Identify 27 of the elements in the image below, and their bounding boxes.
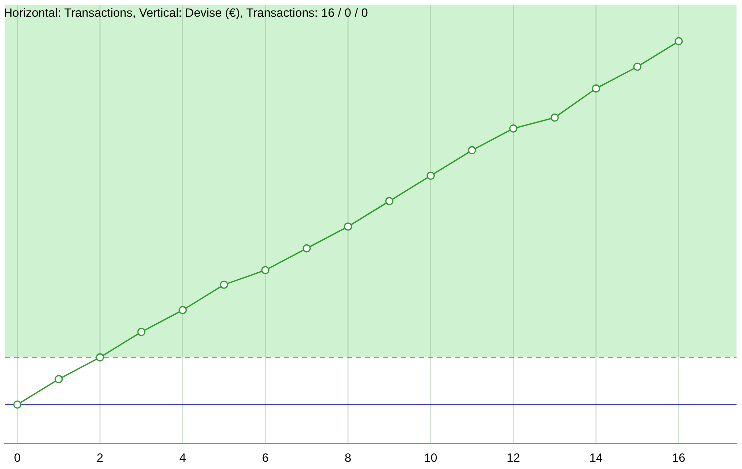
point: [510, 124, 518, 133]
point: [178, 306, 188, 314]
x-tick-label: 14: [590, 451, 604, 466]
chart-title: Horizontal: Transactions, Vertical: Devise (€), Transactions: 16 / 0 / 0: [4, 6, 368, 20]
point: [550, 114, 560, 122]
point: [14, 400, 22, 409]
point: [54, 375, 64, 384]
point: [674, 37, 684, 46]
x-tick-label: 0: [14, 451, 22, 466]
x-tick-label: 6: [262, 451, 270, 466]
point: [634, 62, 642, 72]
point: [138, 328, 146, 336]
x-tick-label: 2: [96, 451, 104, 466]
point: [426, 172, 436, 180]
point: [468, 146, 476, 155]
x-tick-label: 16: [672, 451, 686, 466]
x-tick-label: 12: [506, 451, 521, 466]
point: [220, 280, 228, 290]
x-tick-label: 4: [180, 451, 187, 466]
point: [302, 244, 312, 253]
point: [386, 197, 394, 206]
x-tick-label: 10: [424, 451, 438, 466]
point: [262, 266, 270, 275]
point: [96, 354, 104, 362]
point: [592, 84, 600, 93]
point: [344, 222, 352, 231]
x-tick-label: 8: [344, 451, 352, 466]
